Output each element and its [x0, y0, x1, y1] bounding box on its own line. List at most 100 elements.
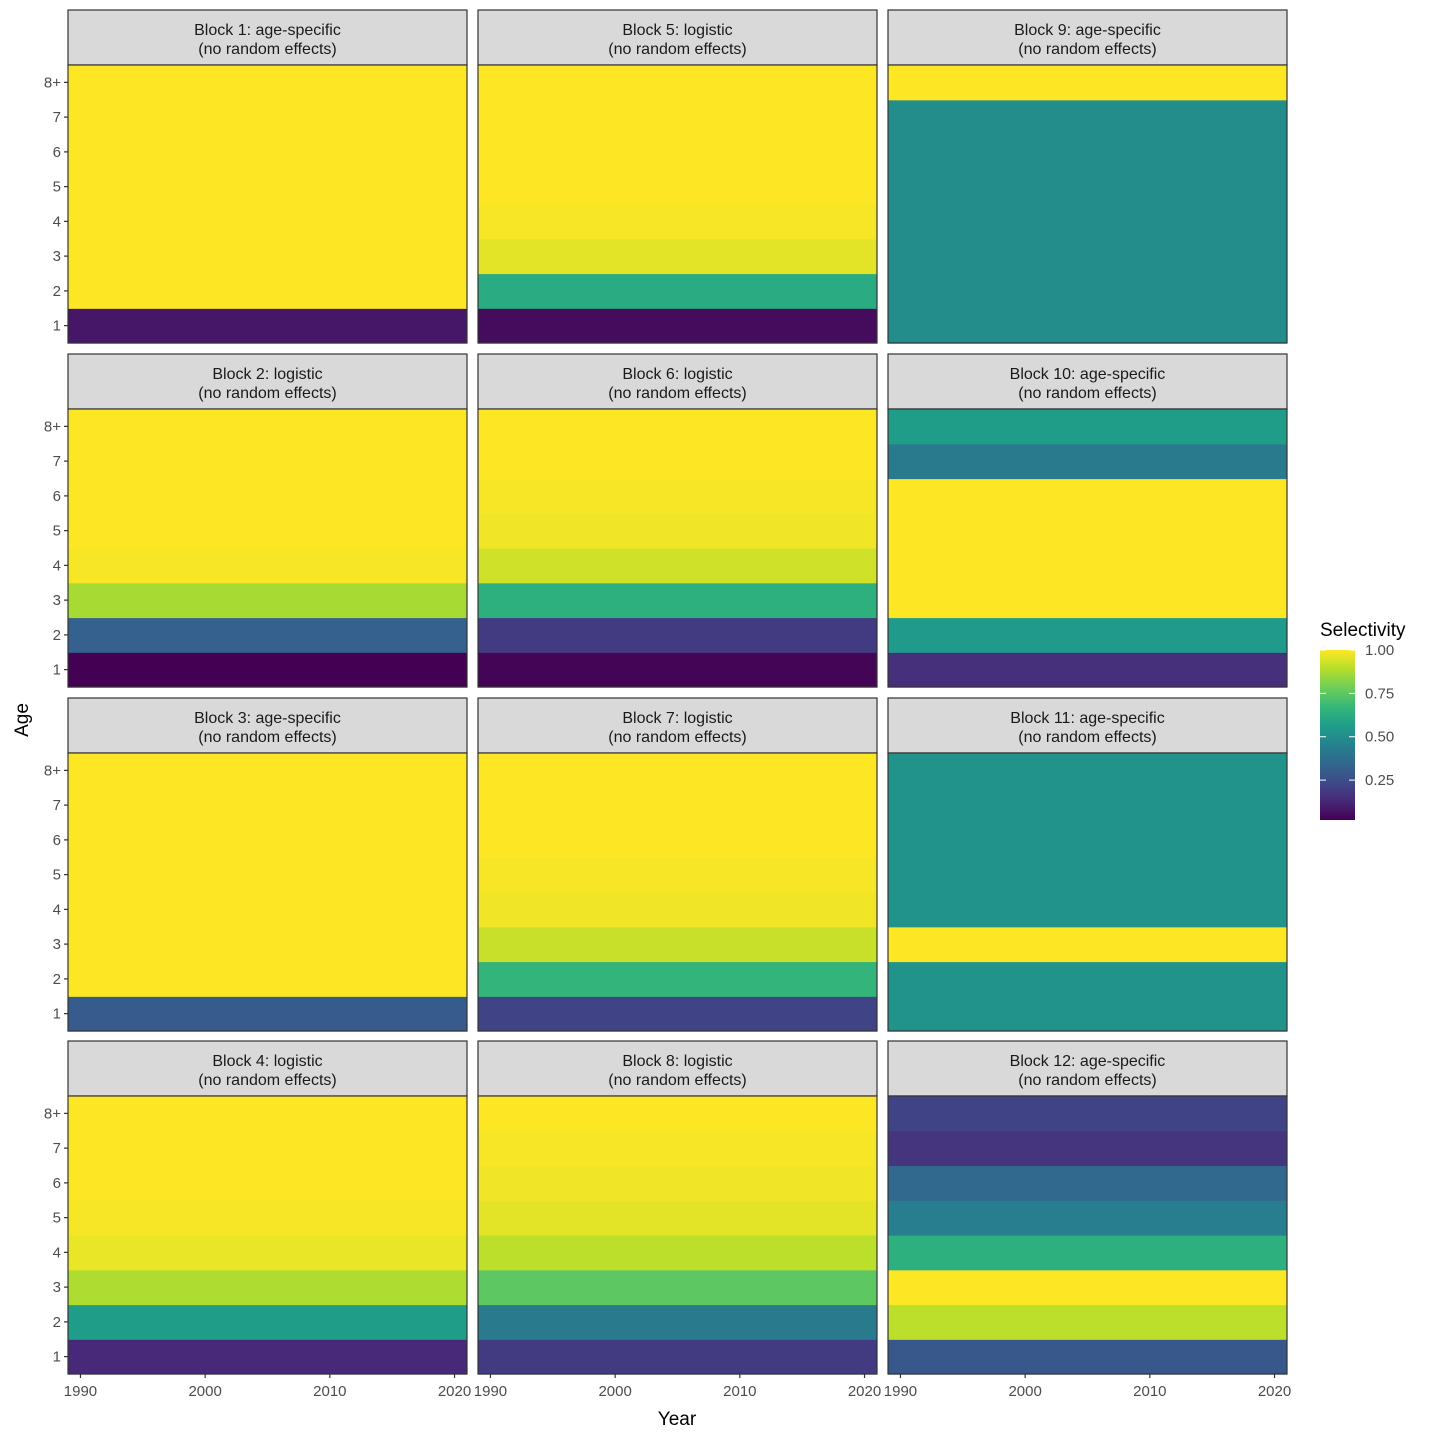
panel-border [887, 752, 1288, 1032]
heat-cell [478, 582, 877, 619]
heat-cell [478, 134, 877, 170]
color-legend: Selectivity 1.00 0.75 0.50 0.25 [1320, 620, 1406, 820]
legend-ticks: 1.00 0.75 0.50 0.25 [1320, 642, 1394, 789]
heat-cell [478, 273, 877, 309]
heat-cell [888, 204, 1287, 240]
y-tick-label: 5 [53, 179, 61, 196]
y-tick-label: 3 [53, 248, 61, 265]
y-tick-label: 2 [53, 971, 61, 988]
heat-cell [478, 308, 877, 344]
heat-cell [478, 926, 877, 963]
facet-title-line2: (no random effects) [608, 385, 746, 402]
heat-cell [478, 1235, 877, 1271]
facet-title-line1: Block 6: logistic [622, 366, 732, 383]
legend-tick-label: 0.75 [1365, 685, 1394, 702]
facet-title-line1: Block 10: age-specific [1010, 366, 1166, 383]
facet-panels: Block 1: age-specific (no random effects)… [44, 9, 1291, 1400]
facet-title-line1: Block 11: age-specific [1010, 710, 1164, 727]
x-tick-label: 2010 [723, 1383, 756, 1400]
y-tick-label: 5 [53, 867, 61, 884]
facet-title-line1: Block 1: age-specific [194, 22, 341, 39]
panel-border [887, 1095, 1288, 1375]
heat-cell [888, 1235, 1287, 1271]
facet-title-line1: Block 3: age-specific [194, 710, 341, 727]
heat-cell [68, 1130, 467, 1167]
y-tick-label: 8+ [44, 74, 61, 91]
heat-cell [888, 1130, 1287, 1167]
heat-cell [478, 478, 877, 514]
heat-cell [888, 308, 1287, 344]
heat-cell [478, 996, 877, 1032]
facet-title-line2: (no random effects) [608, 41, 746, 58]
heat-cell [888, 99, 1287, 136]
y-tick-label: 3 [53, 936, 61, 953]
heat-cell [68, 1165, 467, 1201]
y-tick-label: 1 [53, 1349, 61, 1366]
heat-cell [68, 443, 467, 480]
heat-cell [478, 961, 877, 997]
heat-cell [478, 548, 877, 584]
heat-cell [68, 617, 467, 653]
facet-panel: Block 6: logistic (no random effects) [477, 353, 878, 688]
facet-title-line2: (no random effects) [198, 729, 336, 746]
heat-cell [68, 961, 467, 997]
legend-title: Selectivity [1320, 620, 1406, 641]
heat-cell [888, 409, 1287, 445]
panel-border [477, 752, 878, 1032]
y-tick-label: 7 [53, 453, 61, 470]
heat-cell [478, 1096, 877, 1132]
heat-cell [888, 652, 1287, 688]
heat-cell [478, 787, 877, 824]
facet-panel: Block 4: logistic (no random effects) 1 2 3 4… [44, 1040, 471, 1400]
heat-cell [888, 65, 1287, 101]
facet-panel: Block 1: age-specific (no random effects)… [44, 9, 468, 344]
heat-cell [478, 238, 877, 275]
heat-cell [888, 548, 1287, 584]
facet-title-line1: Block 4: logistic [212, 1053, 322, 1070]
facet-title-line2: (no random effects) [608, 1072, 746, 1089]
facet-panel: Block 8: logistic (no random effects) 1990… [474, 1040, 881, 1400]
y-tick-label: 3 [53, 592, 61, 609]
heat-cell [68, 409, 467, 445]
y-tick-label: 1 [53, 662, 61, 679]
facet-title-line2: (no random effects) [608, 729, 746, 746]
heat-cell [888, 443, 1287, 480]
y-tick-label: 6 [53, 488, 61, 505]
y-tick-label: 3 [53, 1279, 61, 1296]
facet-title-line2: (no random effects) [1018, 1072, 1156, 1089]
legend-tick-label: 1.00 [1365, 642, 1394, 659]
heat-cell [888, 892, 1287, 928]
heat-cell [68, 996, 467, 1032]
heat-cell [888, 617, 1287, 653]
facet-title-line2: (no random effects) [1018, 385, 1156, 402]
heat-cell [68, 478, 467, 514]
heat-cell [888, 1339, 1287, 1375]
y-tick-label: 4 [53, 1244, 61, 1261]
facet-title-line1: Block 9: age-specific [1014, 22, 1161, 39]
x-tick-label: 1990 [64, 1383, 97, 1400]
heat-cell [888, 273, 1287, 309]
facet-strip [67, 1040, 468, 1097]
heat-cell [68, 892, 467, 928]
heat-cell [478, 892, 877, 928]
facet-title-line1: Block 5: logistic [622, 22, 732, 39]
heat-cell [888, 478, 1287, 514]
panel-border [67, 408, 468, 688]
heat-cell [68, 1235, 467, 1271]
heat-cell [888, 822, 1287, 858]
y-tick-label: 5 [53, 523, 61, 540]
heat-cell [888, 1304, 1287, 1340]
heat-cell [68, 1269, 467, 1306]
x-tick-label: 2000 [598, 1383, 631, 1400]
y-tick-label: 4 [53, 901, 61, 918]
facet-title-line1: Block 12: age-specific [1010, 1053, 1166, 1070]
x-axis-title: Year [658, 1409, 697, 1430]
panel-border [67, 64, 468, 344]
heat-cell [478, 99, 877, 136]
heat-cell [68, 1200, 467, 1236]
heat-cell [478, 204, 877, 240]
heat-cell [478, 857, 877, 893]
y-axis-title: Age [12, 703, 33, 737]
heat-cell [888, 1200, 1287, 1236]
